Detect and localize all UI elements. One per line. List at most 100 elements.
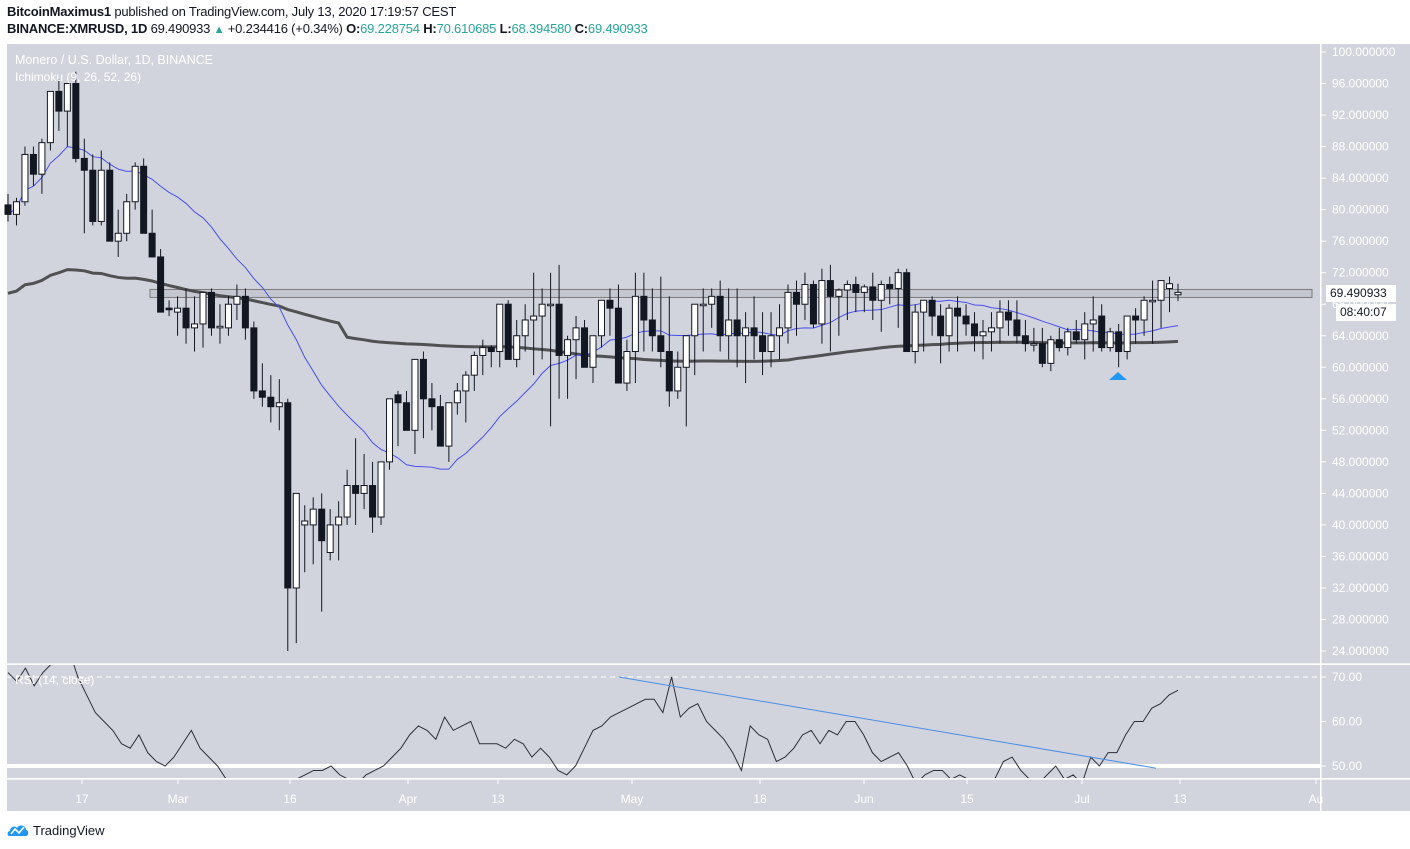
candle	[877, 280, 885, 332]
svg-text:84.000000: 84.000000	[1332, 171, 1389, 185]
candle	[1013, 300, 1021, 344]
candle	[665, 296, 673, 407]
main-pane-background	[7, 44, 1320, 664]
candle	[275, 379, 283, 431]
candle	[386, 398, 394, 470]
candle	[140, 158, 148, 234]
candle	[614, 284, 622, 384]
svg-text:70.00: 70.00	[1332, 670, 1362, 684]
candle	[1081, 312, 1089, 360]
svg-text:28.000000: 28.000000	[1332, 613, 1389, 627]
svg-text:Apr: Apr	[399, 792, 418, 806]
axis-corner	[1321, 779, 1410, 811]
svg-text:100.000000: 100.000000	[1332, 45, 1396, 59]
svg-text:76.000000: 76.000000	[1332, 234, 1389, 248]
triangle-up-marker-icon	[1109, 372, 1127, 380]
candle	[843, 280, 851, 320]
author-name[interactable]: BitcoinMaximus1	[7, 4, 111, 19]
svg-text:92.000000: 92.000000	[1332, 108, 1389, 122]
indicator-label[interactable]: Ichimoku (9, 26, 52, 26)	[15, 70, 142, 84]
candle	[1174, 283, 1182, 302]
candle	[920, 299, 928, 352]
svg-text:13: 13	[1173, 792, 1187, 806]
candle	[1021, 319, 1029, 352]
resistance-zone[interactable]	[149, 288, 1313, 298]
svg-text:24.000000: 24.000000	[1332, 644, 1389, 658]
candle	[530, 272, 538, 376]
candle	[487, 345, 495, 368]
candle	[284, 398, 292, 652]
rsi-line	[7, 665, 1179, 778]
candle	[462, 371, 470, 423]
svg-text:15: 15	[960, 792, 974, 806]
publish-info: BitcoinMaximus1 published on TradingView…	[7, 4, 456, 19]
candle	[852, 276, 860, 313]
candle	[538, 288, 546, 360]
candle	[267, 375, 275, 423]
candle	[479, 339, 487, 376]
time-axis[interactable]	[7, 779, 1320, 811]
candle	[767, 312, 775, 368]
svg-text:72.000000: 72.000000	[1332, 266, 1389, 280]
candle	[1004, 300, 1012, 336]
candle	[1098, 304, 1106, 352]
svg-text:Jul: Jul	[1074, 792, 1089, 806]
candle	[1123, 315, 1131, 360]
candle	[199, 291, 207, 348]
candle	[869, 272, 877, 320]
published-text: published on TradingView.com, July 13, 2…	[110, 4, 457, 19]
price-axis[interactable]	[1321, 44, 1410, 664]
candle	[674, 351, 682, 399]
brand-label: TradingView	[33, 822, 105, 838]
candle	[1072, 319, 1080, 344]
candle	[996, 300, 1004, 344]
candle	[623, 339, 631, 391]
svg-text:44.000000: 44.000000	[1332, 486, 1389, 500]
candle	[453, 383, 461, 415]
candle	[1064, 327, 1072, 356]
rsi-levels	[7, 676, 1321, 768]
candle	[564, 335, 572, 399]
candle	[801, 272, 809, 320]
tradingview-footer[interactable]: TradingView	[7, 822, 105, 838]
candle	[513, 319, 521, 368]
rsi-label[interactable]: RSI (14, close)	[15, 673, 95, 687]
svg-text:17: 17	[75, 792, 89, 806]
candle	[1115, 323, 1123, 368]
candle	[971, 312, 979, 352]
candle	[631, 272, 639, 384]
candle	[521, 304, 529, 352]
candle	[233, 284, 241, 320]
candle	[97, 150, 105, 226]
candle	[241, 288, 249, 340]
change-up-icon: ▲	[213, 24, 225, 36]
candle	[1047, 335, 1055, 372]
candle	[606, 288, 614, 336]
bar-countdown: 08:40:07	[1336, 304, 1396, 321]
candle	[191, 296, 199, 352]
svg-text:40.000000: 40.000000	[1332, 518, 1389, 532]
candle	[360, 453, 368, 510]
open-label: O:	[346, 21, 361, 36]
candle	[1149, 280, 1157, 344]
candle	[258, 363, 266, 407]
svg-text:13: 13	[491, 792, 505, 806]
candle	[207, 288, 215, 336]
candle	[826, 264, 834, 352]
current-price-tag: 69.490933	[1326, 285, 1396, 302]
price-change: +0.234416 (+0.34%)	[227, 21, 343, 36]
svg-text:18: 18	[753, 792, 767, 806]
candle	[657, 276, 665, 368]
low-label: L:	[499, 21, 512, 36]
rsi-trendline[interactable]	[618, 676, 1157, 769]
candle	[182, 288, 190, 344]
candle	[818, 268, 826, 344]
candle	[436, 394, 444, 447]
rsi-axis[interactable]	[1321, 665, 1410, 778]
candle	[784, 284, 792, 344]
candle	[716, 280, 724, 352]
candle	[301, 505, 309, 573]
close-value: 69.490933	[587, 21, 648, 36]
candle	[1140, 296, 1148, 336]
